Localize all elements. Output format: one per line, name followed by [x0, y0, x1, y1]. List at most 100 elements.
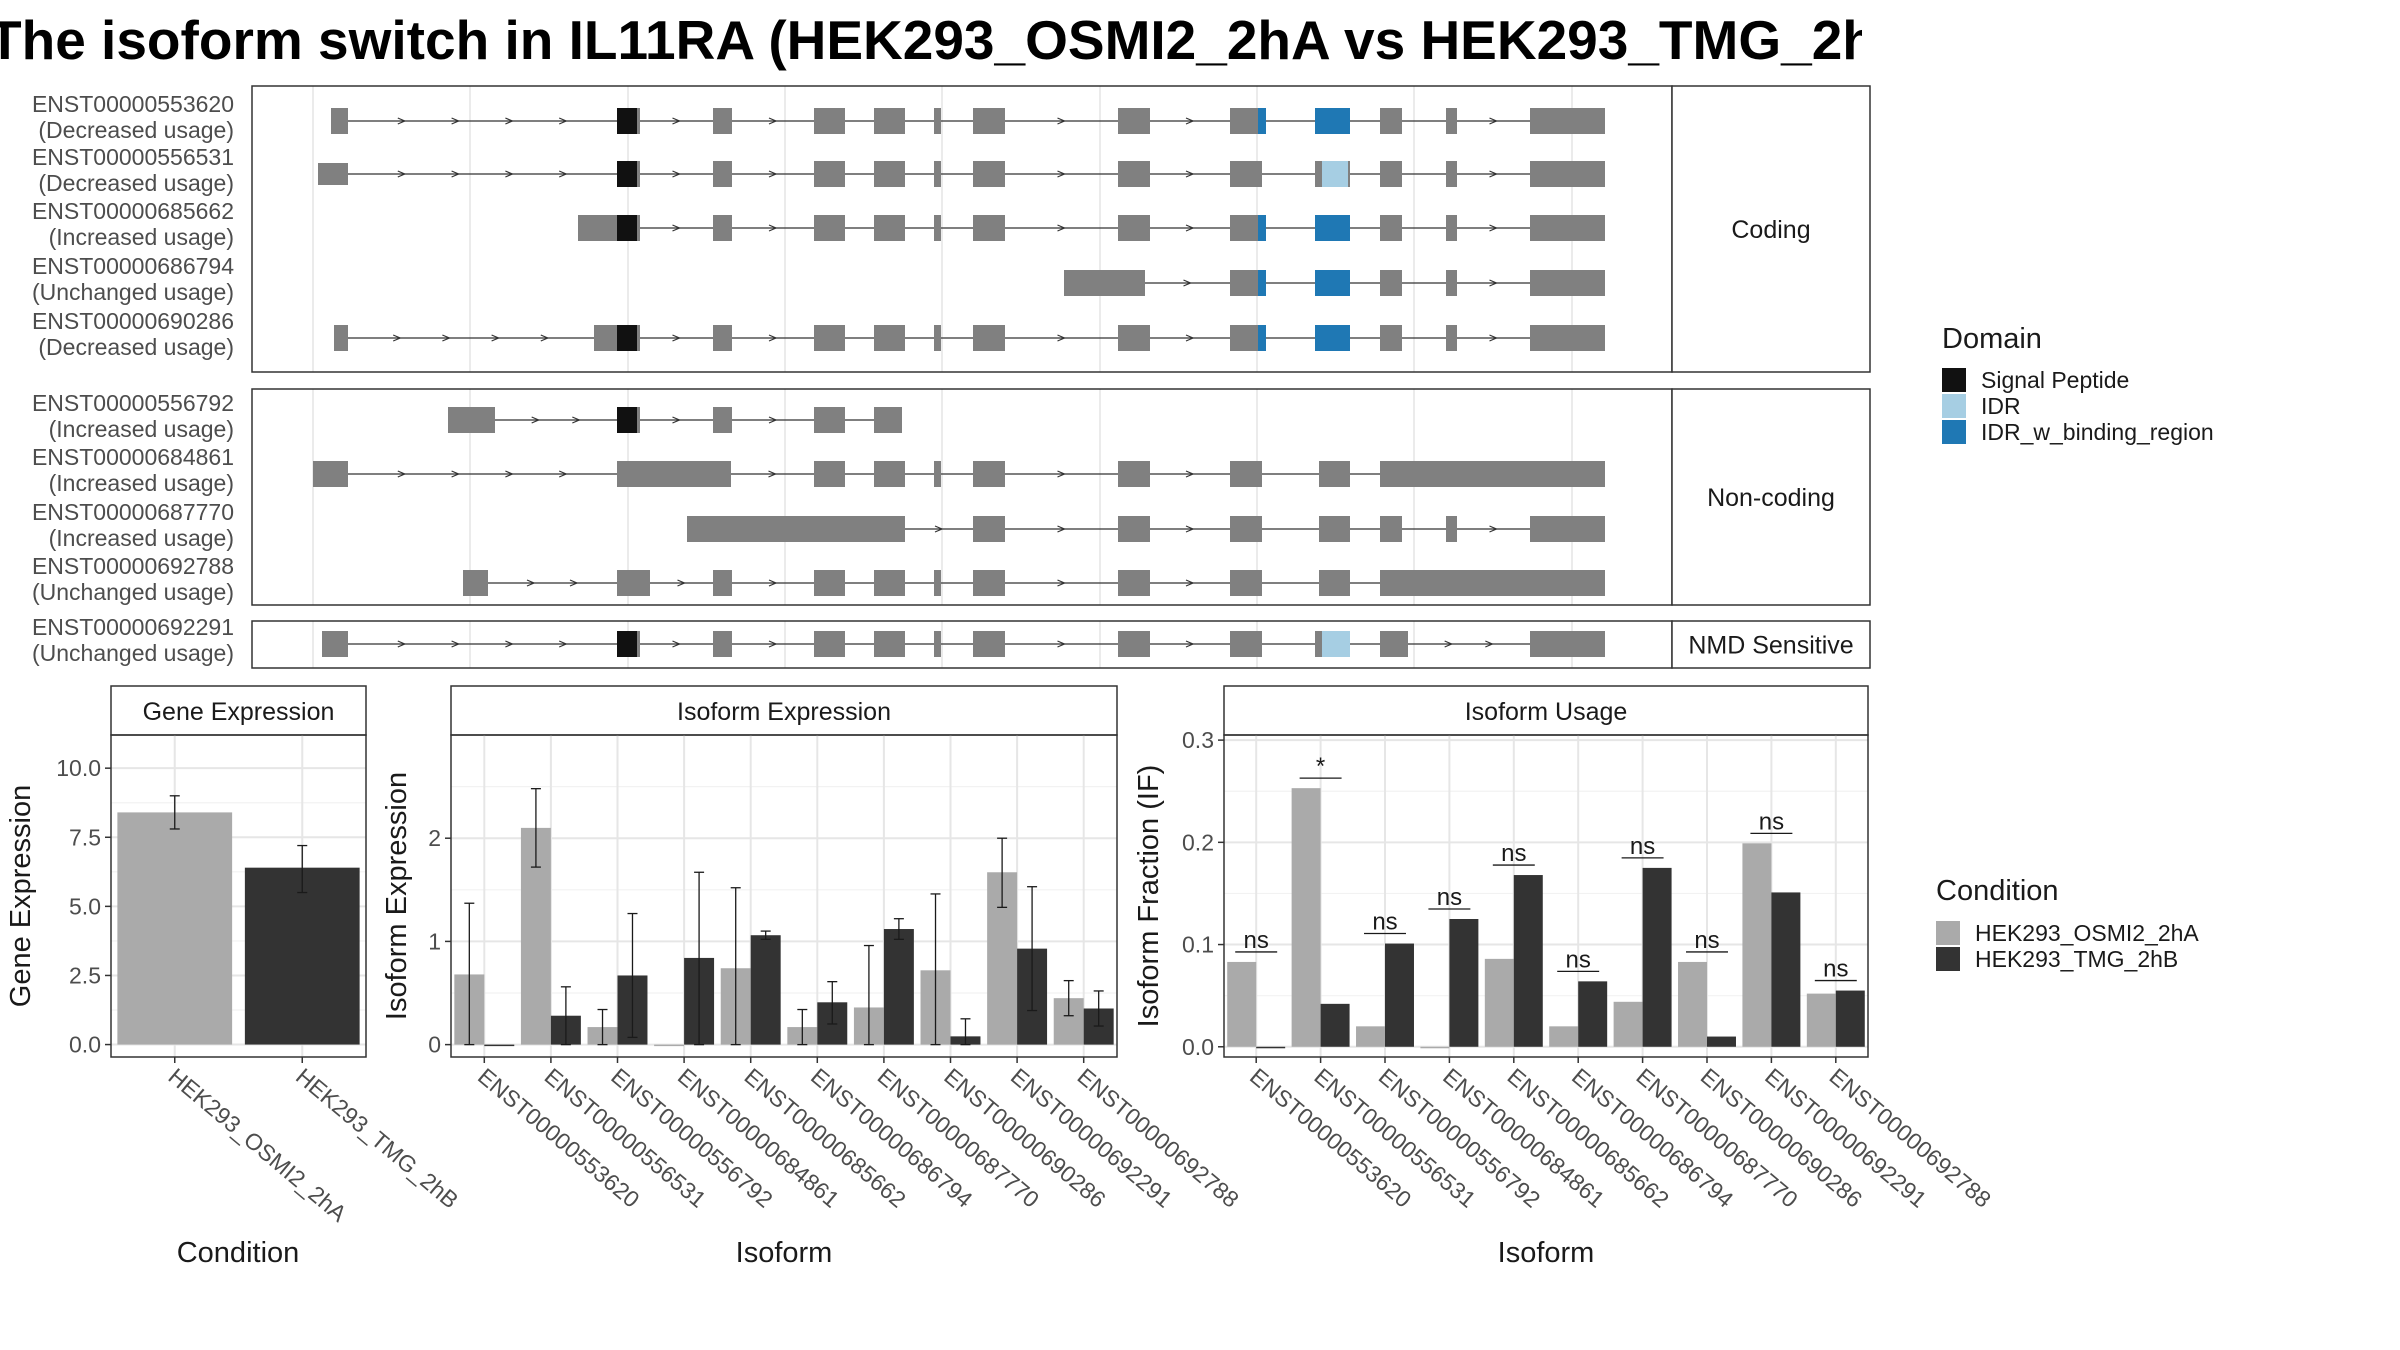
structure-panel-border: [251, 85, 1673, 373]
intron-arrow: [1057, 470, 1067, 478]
bar: [1420, 1046, 1450, 1049]
exon-block: [973, 108, 1005, 134]
intron-arrow: [451, 470, 461, 478]
intron-arrow: [540, 334, 550, 342]
exon-block: [1530, 325, 1605, 351]
intron-arrow: [505, 470, 514, 478]
transcript-row-ENST00000692291: ENST00000692291(Unchanged usage): [32, 614, 1605, 666]
exon-block: [1530, 631, 1605, 657]
intron-arrow: [1489, 525, 1499, 533]
transcript-row-ENST00000684861: ENST00000684861(Increased usage): [32, 444, 1605, 496]
intron-arrow: [558, 170, 568, 178]
intron-arrow: [768, 640, 778, 648]
bar: [750, 935, 781, 1045]
protein-domain: [1258, 325, 1266, 351]
intron-arrow: [397, 470, 407, 478]
condition-legend-swatch: [1936, 921, 1960, 945]
exon-block: [1530, 108, 1605, 134]
exon-block: [814, 108, 845, 134]
bar: [1385, 943, 1414, 1047]
intron-arrow: [1485, 640, 1494, 648]
domain-legend-swatch: [1942, 420, 1966, 444]
transcript-id-label: ENST00000692788: [32, 553, 234, 579]
intron-arrow: [558, 640, 568, 648]
exon-block: [334, 325, 348, 351]
intron-arrow: [768, 334, 778, 342]
exon-block: [713, 161, 732, 187]
exon-block: [1230, 570, 1262, 596]
exon-block: [1230, 108, 1262, 134]
intron-arrow: [1185, 470, 1195, 478]
bar: [484, 1044, 515, 1047]
exon-block: [713, 108, 732, 134]
exon-block: [331, 108, 348, 134]
intron-arrow: [1444, 640, 1454, 648]
condition-legend-title: Condition: [1936, 875, 2059, 907]
exon-block: [1530, 215, 1605, 241]
exon-block: [814, 325, 845, 351]
transcript-usage-label: (Decreased usage): [38, 334, 234, 360]
transcript-id-label: ENST00000690286: [32, 308, 234, 334]
intron-arrow: [1489, 279, 1499, 287]
x-axis-label: Isoform: [736, 1237, 833, 1269]
exon-block: [973, 631, 1005, 657]
protein-domain: [1315, 108, 1350, 134]
transcript-id-label: ENST00000685662: [32, 198, 234, 224]
protein-domain: [1258, 108, 1266, 134]
intron-arrow: [451, 640, 461, 648]
transcript-id-label: ENST00000556531: [32, 144, 234, 170]
structure-facet-2: NMD Sensitive: [251, 620, 1871, 669]
intron-arrow: [677, 579, 687, 587]
intron-arrow: [672, 416, 682, 424]
significance-label: *: [1316, 753, 1325, 780]
exon-block: [814, 161, 845, 187]
panel-title: Isoform Usage: [1465, 698, 1628, 726]
transcript-usage-label: (Increased usage): [49, 224, 234, 250]
domain-legend-swatch: [1942, 368, 1966, 392]
significance-label: ns: [1630, 833, 1655, 860]
exon-block: [934, 325, 941, 351]
intron-arrow: [672, 640, 682, 648]
transcript-usage-label: (Increased usage): [49, 525, 234, 551]
protein-domain: [1258, 215, 1266, 241]
y-tick-label: 5.0: [69, 893, 101, 919]
exon-block: [973, 570, 1005, 596]
intron-arrow: [572, 416, 581, 424]
intron-arrow: [1185, 525, 1195, 533]
intron-arrow: [1185, 117, 1195, 125]
exon-block: [1118, 516, 1150, 542]
exon-block: [1230, 161, 1262, 187]
bar: [1549, 1026, 1579, 1047]
facet-strip-label: Non-coding: [1707, 484, 1835, 512]
exon-block: [713, 570, 732, 596]
intron-arrow: [558, 470, 568, 478]
panel-title-strip: [110, 685, 367, 736]
transcript-usage-label: (Decreased usage): [38, 117, 234, 143]
intron-arrow: [672, 117, 682, 125]
panel-border: [110, 734, 367, 1058]
signal-peptide-domain: [617, 631, 637, 657]
exon-block: [1118, 108, 1150, 134]
exon-block: [814, 461, 845, 487]
intron-arrow: [1057, 224, 1067, 232]
intron-arrow: [768, 224, 778, 232]
y-axis-label: Isoform Expression: [381, 772, 413, 1020]
exon-block: [713, 631, 732, 657]
bar: [1771, 892, 1801, 1047]
intron-arrow: [1185, 640, 1195, 648]
exon-block: [1530, 270, 1605, 296]
domain-legend-swatch: [1942, 394, 1966, 418]
intron-arrow: [768, 470, 778, 478]
panel-title: Isoform Expression: [677, 698, 891, 726]
transcript-usage-label: (Unchanged usage): [32, 279, 234, 305]
x-axis-label: Condition: [177, 1237, 300, 1269]
intron-arrow: [1057, 334, 1067, 342]
transcript-id-label: ENST00000684861: [32, 444, 234, 470]
facet-strip-label: Coding: [1731, 216, 1810, 244]
exon-block: [1380, 570, 1605, 596]
intron-arrow: [1183, 279, 1193, 287]
exon-block: [1319, 461, 1350, 487]
domain-legend: Domain Signal PeptideIDRIDR_w_binding_reg…: [1942, 323, 2214, 445]
bar: [1678, 961, 1707, 1047]
transcript-row-ENST00000687770: ENST00000687770(Increased usage): [32, 499, 1605, 551]
